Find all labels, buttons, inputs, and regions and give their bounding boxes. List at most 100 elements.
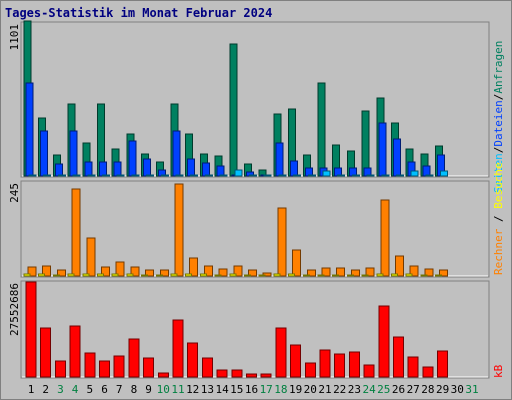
bar-rechner — [159, 269, 169, 277]
bar-dateien — [128, 140, 137, 177]
bar-rechner — [439, 269, 449, 277]
x-tick-label: 2 — [42, 383, 49, 396]
x-tick-label: 6 — [101, 383, 108, 396]
bar-kb — [128, 338, 140, 378]
bar-seiten — [72, 174, 81, 177]
bar-rechner — [218, 268, 228, 277]
bar-dateien — [187, 158, 196, 177]
bar-kb — [363, 364, 375, 378]
bar-kb — [69, 325, 81, 378]
bar-rechner — [380, 199, 390, 277]
bar-rechner — [292, 249, 302, 277]
chart-title: Tages-Statistik im Monat Februar 2024 — [5, 6, 273, 20]
legend-entry: kB — [492, 364, 505, 378]
bar-seiten — [293, 174, 302, 177]
bar-rechner — [42, 265, 52, 277]
bar-kb — [422, 366, 434, 378]
bar-besuche — [391, 273, 398, 277]
bar-seiten — [204, 174, 213, 177]
bar-besuche — [258, 274, 266, 277]
legend-kb: kB — [492, 364, 505, 378]
bar-anfragen — [317, 82, 326, 177]
bar-seiten — [28, 174, 37, 177]
bar-seiten — [87, 174, 96, 177]
bar-kb — [143, 357, 155, 378]
bar-rechner — [203, 265, 213, 277]
bar-dateien — [84, 161, 93, 177]
x-tick-label: 10 — [157, 383, 170, 396]
bar-rechner — [233, 265, 243, 277]
bar-kb — [172, 319, 184, 378]
bar-rechner — [395, 255, 404, 277]
bar-kb — [437, 350, 449, 378]
bar-dateien — [69, 130, 78, 177]
y-max-label: 245 — [8, 183, 21, 203]
bar-besuche — [302, 274, 310, 277]
bar-besuche — [273, 273, 281, 277]
bar-seiten — [263, 174, 272, 177]
bar-besuche — [229, 273, 237, 277]
bar-rechner — [174, 183, 184, 277]
bar-seiten — [366, 174, 375, 177]
legend-entry: Besuche — [492, 162, 505, 208]
bar-dateien — [393, 138, 401, 177]
bar-rechner — [365, 267, 375, 277]
bar-rechner — [424, 268, 434, 277]
bar-seiten — [410, 170, 419, 177]
bar-besuche — [170, 273, 178, 277]
bar-seiten — [175, 174, 184, 177]
bar-seiten — [307, 174, 316, 177]
bar-seiten — [131, 174, 140, 177]
bar-rechner — [248, 269, 257, 277]
bar-seiten — [146, 174, 155, 177]
bar-anfragen — [229, 43, 238, 177]
bar-rechner — [277, 207, 287, 277]
x-tick-label: 5 — [86, 383, 93, 396]
legend-entry: Anfragen — [492, 41, 505, 94]
bar-besuche — [141, 274, 149, 277]
bar-seiten — [440, 170, 449, 177]
bar-dateien — [275, 142, 284, 177]
requests-panel — [20, 21, 490, 178]
legend-entry: Dateien — [492, 100, 505, 146]
bar-seiten — [381, 174, 390, 177]
bar-besuche — [82, 273, 90, 277]
bar-kb — [201, 357, 213, 378]
bar-kb — [113, 355, 125, 378]
bar-kb — [40, 327, 52, 378]
bar-seiten — [351, 174, 360, 177]
bar-besuche — [244, 274, 251, 277]
x-tick-label: 17 — [260, 383, 273, 396]
bar-kb — [157, 372, 169, 378]
bar-rechner — [56, 269, 66, 277]
bar-besuche — [155, 274, 163, 277]
x-tick-label: 22 — [333, 383, 346, 396]
bar-seiten — [102, 174, 110, 177]
bar-dateien — [378, 122, 387, 177]
bar-kb — [275, 327, 287, 378]
bar-dateien — [113, 161, 122, 177]
x-tick-label: 27 — [407, 383, 420, 396]
bar-seiten — [249, 174, 257, 177]
bar-seiten — [322, 170, 331, 177]
bar-kb — [348, 351, 360, 378]
x-tick-label: 9 — [145, 383, 152, 396]
x-tick-label: 16 — [245, 383, 258, 396]
legend-entry: / — [492, 209, 505, 229]
bar-rechner — [321, 267, 331, 277]
bar-besuche — [420, 274, 428, 277]
bar-dateien — [201, 162, 210, 177]
x-tick-label: 19 — [289, 383, 302, 396]
bar-rechner — [306, 269, 316, 277]
y-max-label: 27552686 — [8, 283, 21, 336]
x-tick-label: 7 — [116, 383, 123, 396]
bar-dateien — [54, 163, 63, 177]
bar-kb — [54, 360, 66, 378]
x-tick-label: 11 — [171, 383, 184, 396]
bar-rechner — [145, 269, 155, 277]
bar-besuche — [361, 274, 369, 277]
x-tick-label: 23 — [348, 383, 361, 396]
bar-kb — [407, 356, 419, 378]
legend-entry: Rechner — [492, 228, 505, 275]
x-tick-label: 14 — [215, 383, 229, 396]
